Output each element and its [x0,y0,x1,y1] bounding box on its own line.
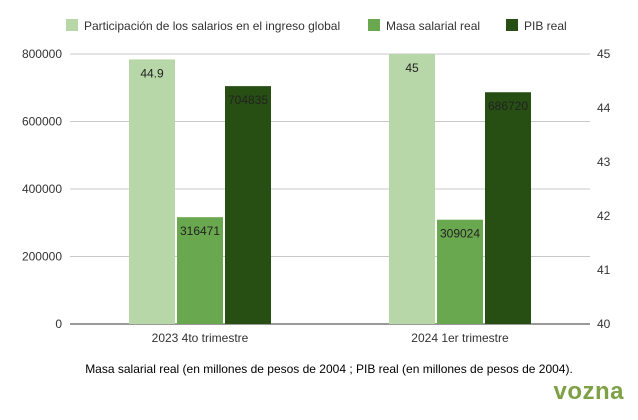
legend-label: PIB real [524,19,567,33]
data-label: 44.9 [140,66,164,80]
y-left-tick-label: 600000 [22,115,62,129]
legend-swatch [66,19,78,31]
y-right-tick-label: 41 [597,263,611,277]
y-right-tick-label: 40 [597,317,611,331]
bar [129,59,175,325]
bar [177,217,223,324]
legend-swatch [506,19,518,31]
y-right-tick-label: 45 [597,47,611,61]
y-right-tick-label: 43 [597,155,611,169]
data-label: 45 [405,61,419,75]
legend-label: Masa salarial real [386,19,480,33]
y-left-tick-label: 800000 [22,47,62,61]
y-left-tick-label: 400000 [22,182,62,196]
y-left-tick-label: 200000 [22,250,62,264]
legend-label: Participación de los salarios en el ingr… [84,19,340,33]
bar [389,54,435,324]
data-label: 704835 [228,93,268,107]
bar [437,219,483,324]
data-label: 686720 [488,99,528,113]
x-category-label: 2024 1er trimestre [411,331,509,345]
brand-logo: vozna [553,378,624,405]
y-right-tick-label: 42 [597,209,611,223]
x-category-label: 2023 4to trimestre [152,331,249,345]
y-left-tick-label: 0 [55,317,62,331]
data-label: 316471 [180,224,220,238]
y-right-tick-label: 44 [597,101,611,115]
legend-swatch [368,19,380,31]
data-label: 309024 [440,227,480,241]
bar [225,86,271,324]
chart-caption: Masa salarial real (en millones de pesos… [85,362,573,376]
bar [485,92,531,325]
